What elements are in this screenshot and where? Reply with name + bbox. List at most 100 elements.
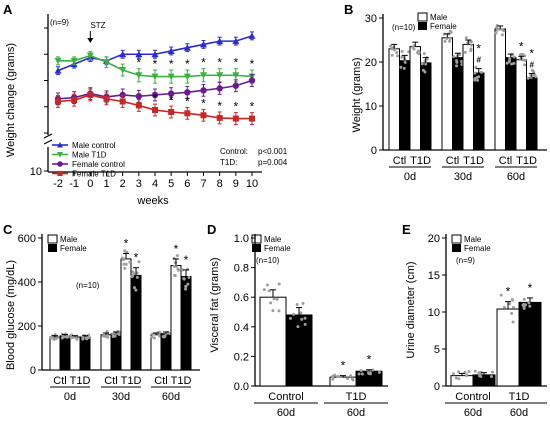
data-point: [248, 77, 256, 84]
bar-female-control: [285, 301, 313, 387]
scatter-dot: [502, 29, 506, 33]
legend-label: Female T1D: [72, 170, 116, 179]
scatter-dot: [184, 287, 188, 291]
data-point: [216, 72, 224, 79]
scatter-dot: [128, 260, 132, 264]
scatter-dot: [371, 368, 375, 372]
legend-swatch-male: [47, 234, 58, 244]
scatter-dot: [494, 31, 498, 35]
scatter-dot: [117, 332, 121, 336]
scatter-dot: [392, 48, 396, 52]
data-point: [232, 82, 240, 89]
scatter-dot: [69, 333, 73, 337]
bar-male-ctl-60d: [494, 24, 506, 151]
scatter-dot: [49, 336, 53, 340]
scatter-dot: [422, 52, 426, 56]
axis-break: [43, 139, 53, 145]
scatter-dot: [403, 60, 407, 64]
bar-male-t1d: [496, 293, 520, 387]
bar: [69, 336, 81, 371]
scatter-dot: [277, 309, 281, 313]
bar: [79, 336, 91, 371]
scatter-dot: [395, 54, 399, 58]
data-point: [119, 91, 126, 99]
group-sublabel: 60d: [277, 407, 295, 419]
condition-label: T1D: [121, 375, 142, 387]
scatter-dot: [123, 266, 127, 270]
bar: [170, 265, 182, 371]
scatter-dot: [163, 334, 167, 338]
x-tick-label: 10: [246, 178, 258, 190]
bar: [450, 375, 474, 387]
significance-star: *: [153, 57, 158, 71]
x-tick-label: 2: [120, 178, 126, 190]
data-point: [183, 44, 191, 51]
scatter-dot: [300, 317, 304, 321]
legend-marker: [57, 170, 63, 177]
scatter-dot: [357, 372, 361, 376]
scatter-dot: [168, 332, 172, 336]
scatter-dot: [130, 275, 134, 279]
bar-female-t1d-0d: [420, 52, 432, 151]
legend-female: Female: [464, 244, 491, 253]
condition-label: T1D: [171, 375, 192, 387]
significance-star: *: [201, 96, 206, 110]
significance-star: *: [153, 91, 158, 105]
bar-male-t1d-30d: [120, 249, 132, 371]
scatter-dot: [303, 322, 307, 326]
scatter-dot: [182, 277, 186, 281]
scatter-dot: [131, 270, 135, 274]
scatter-dot: [416, 49, 420, 53]
scatter-dot: [111, 334, 115, 338]
scatter-dot: [296, 325, 300, 329]
scatter-dot: [473, 71, 477, 75]
scatter-dot: [532, 70, 536, 74]
scatter-dot: [417, 52, 421, 56]
scatter-dot: [271, 309, 275, 313]
bar: [150, 334, 162, 371]
bar: [494, 28, 506, 151]
scatter-dot: [458, 52, 462, 56]
y-tick-label: 5: [434, 344, 440, 356]
significance-star: *: [169, 93, 174, 107]
condition-label: Ctl: [393, 155, 406, 167]
y-tick-label: 0: [434, 381, 440, 393]
group-label: 30d: [454, 171, 472, 183]
bar-female-control: [472, 369, 496, 387]
scatter-dot: [523, 63, 527, 67]
scatter-dot: [173, 261, 177, 265]
bar-male-t1d-0d: [69, 333, 81, 371]
scatter-dot: [390, 53, 394, 57]
bar: [409, 46, 421, 151]
bar-female-t1d: [355, 368, 383, 387]
scatter-dot: [277, 282, 281, 286]
condition-label: T1D: [70, 375, 91, 387]
condition-label: Ctl: [104, 375, 117, 387]
scatter-dot: [123, 249, 127, 253]
x-tick-label: 9: [233, 178, 239, 190]
scatter-dot: [75, 337, 79, 341]
bar-male-control: [259, 282, 287, 387]
bar: [120, 258, 132, 371]
scatter-dot: [377, 370, 381, 374]
data-point: [119, 50, 127, 58]
scatter-dot: [81, 337, 85, 341]
significance-star: *: [217, 56, 222, 70]
scatter-dot: [389, 44, 393, 48]
scatter-dot: [299, 311, 303, 315]
bar: [388, 48, 400, 151]
data-point: [232, 72, 240, 79]
scatter-dot: [479, 374, 483, 378]
event-label: STZ: [90, 21, 105, 30]
y-tick-label: 0.6: [234, 292, 249, 304]
stats-label-control: Control:: [220, 147, 248, 156]
scatter-dot: [399, 65, 403, 69]
data-point: [135, 93, 143, 100]
data-point: [184, 110, 191, 117]
scatter-dot: [175, 254, 179, 258]
bar-female-ctl-60d: [160, 330, 172, 371]
bar-female-t1d-0d: [79, 333, 91, 371]
condition-label: T1D: [516, 155, 537, 167]
x-tick-label: 6: [184, 178, 190, 190]
scatter-dot: [469, 40, 473, 44]
